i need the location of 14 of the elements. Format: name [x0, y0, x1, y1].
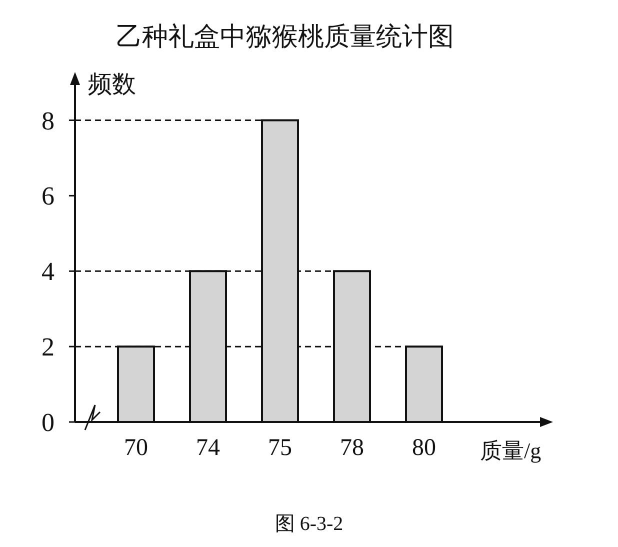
y-axis-title: 频数 [88, 72, 136, 98]
y-tick-label: 8 [42, 106, 54, 136]
chart-title: 乙种礼盒中猕猴桃质量统计图 [116, 22, 454, 51]
x-tick-label: 70 [124, 435, 148, 461]
x-tick-label: 80 [412, 435, 436, 461]
x-axis-title: 质量/g [480, 438, 542, 463]
x-tick-label: 74 [196, 435, 220, 461]
y-tick-label: 6 [42, 182, 54, 211]
y-tick-label: 0 [42, 408, 54, 437]
caption: 图 6-3-2 [274, 513, 344, 535]
x-tick-label: 75 [268, 435, 292, 461]
x-tick-label: 78 [340, 435, 364, 461]
y-tick-label: 2 [42, 332, 54, 362]
y-tick-label: 4 [42, 257, 54, 286]
